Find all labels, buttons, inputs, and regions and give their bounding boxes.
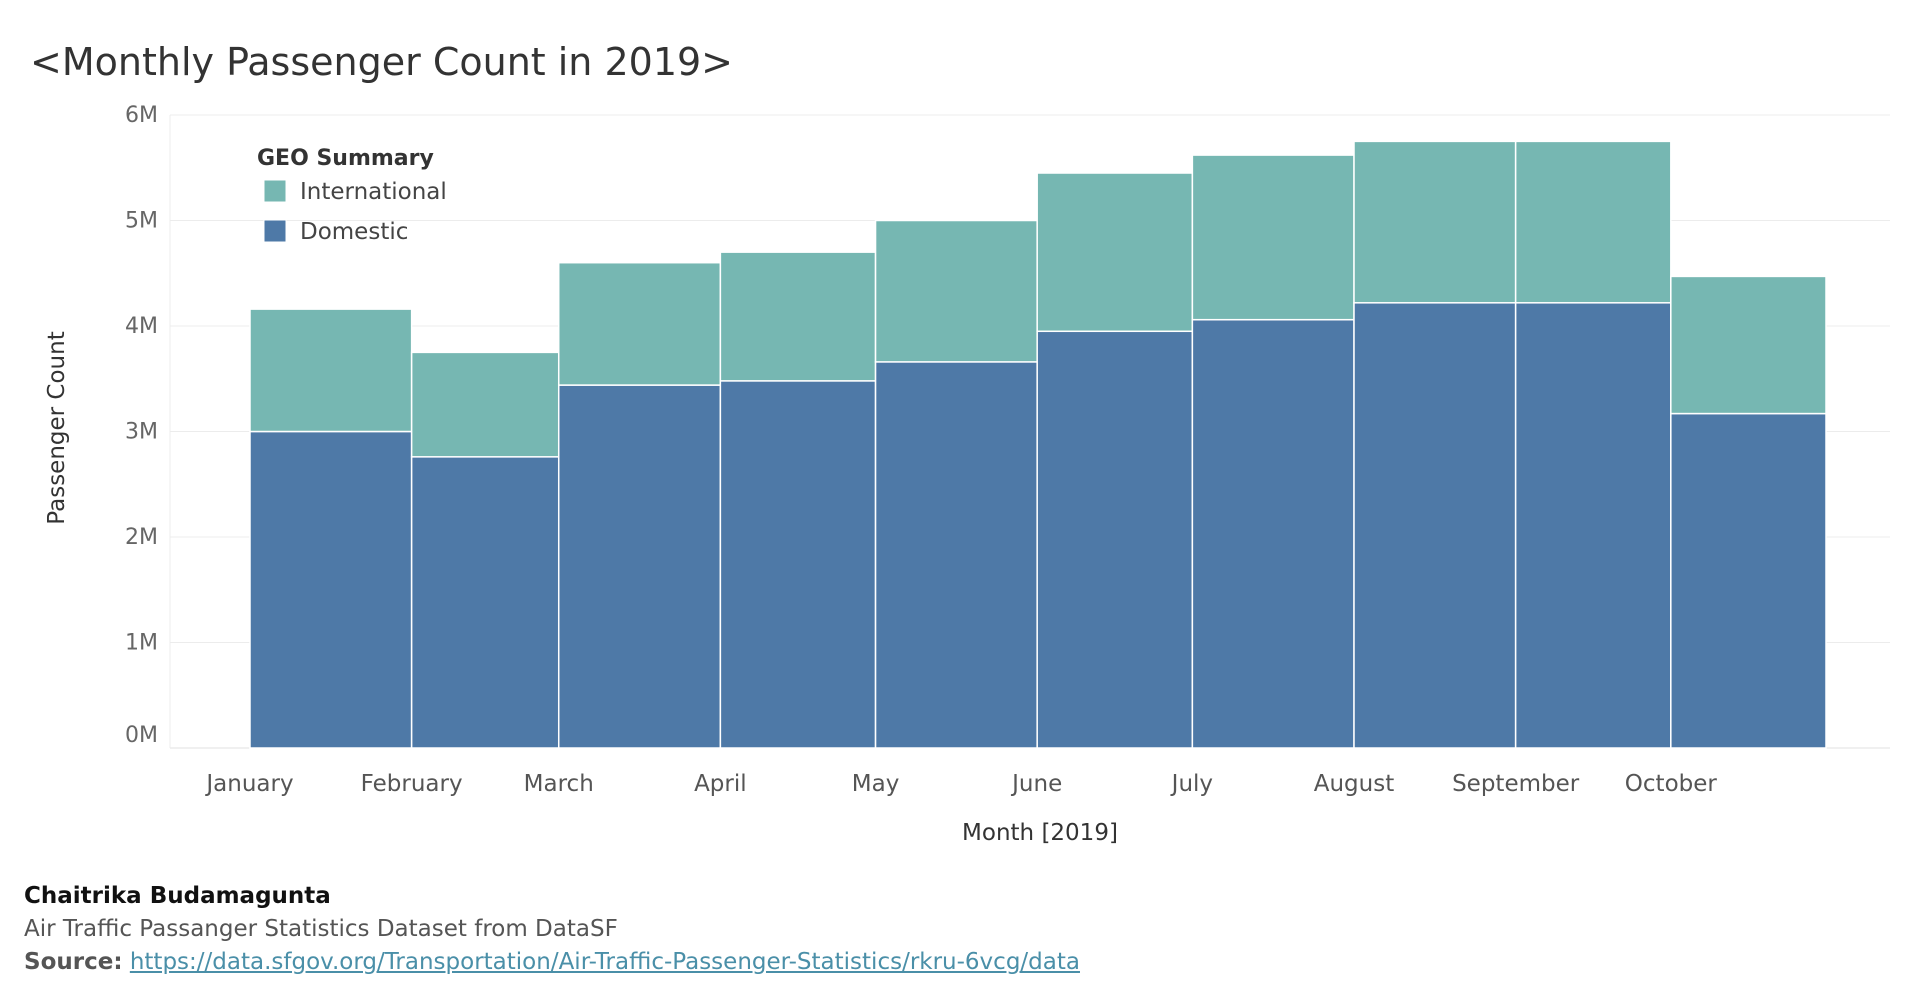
- footer: Chaitrika Budamagunta Air Traffic Passan…: [24, 880, 1080, 979]
- legend-title: GEO Summary: [257, 146, 434, 171]
- dataset-description: Air Traffic Passanger Statistics Dataset…: [24, 916, 618, 942]
- bar-international-april: [719, 251, 877, 382]
- bar-domestic-august: [1353, 302, 1517, 749]
- bar-international-february: [410, 351, 560, 458]
- y-tick-label: 6M: [125, 103, 158, 128]
- bar-domestic-july: [1191, 318, 1355, 749]
- x-tick-label: March: [524, 771, 594, 797]
- bar-domestic-september: [1514, 302, 1672, 749]
- bar-international-october: [1670, 275, 1827, 415]
- bar-international-july: [1191, 154, 1355, 321]
- bar-domestic-may: [874, 361, 1038, 749]
- x-tick-label: June: [1010, 771, 1062, 797]
- y-tick-label: 3M: [125, 420, 158, 445]
- y-tick-label: 2M: [125, 525, 158, 550]
- legend-label: International: [300, 179, 447, 205]
- x-tick-label: February: [361, 771, 463, 797]
- bar-domestic-january: [249, 430, 413, 749]
- legend-label: Domestic: [300, 219, 408, 245]
- legend-swatch: [263, 219, 287, 243]
- bar-international-january: [249, 308, 413, 433]
- x-axis-title: Month [2019]: [962, 820, 1118, 846]
- x-tick-label: October: [1625, 771, 1718, 797]
- y-tick-label: 1M: [125, 631, 158, 656]
- x-tick-label: September: [1452, 771, 1580, 797]
- y-axis-title: Passenger Count: [44, 331, 70, 524]
- x-tick-label: January: [204, 771, 293, 797]
- y-tick-label: 0M: [125, 723, 158, 748]
- bar-international-august: [1353, 140, 1517, 304]
- x-tick-label: July: [1170, 771, 1213, 797]
- bar-domestic-june: [1036, 330, 1194, 749]
- bar-international-may: [874, 219, 1038, 363]
- source-label: Source:: [24, 949, 123, 975]
- x-tick-label: August: [1314, 771, 1395, 797]
- bar-domestic-april: [719, 380, 877, 749]
- bar-international-june: [1036, 172, 1194, 333]
- source-line: Source: https://data.sfgov.org/Transport…: [24, 946, 1080, 979]
- chart-canvas: 0M 1M 2M 3M 4M 5M 6M January February March April M…: [44, 103, 1890, 846]
- bar-domestic-february: [410, 456, 560, 749]
- author-name: Chaitrika Budamagunta: [24, 883, 331, 909]
- x-tick-label: May: [852, 771, 900, 797]
- bar-international-september: [1514, 140, 1672, 304]
- chart-title: <Monthly Passenger Count in 2019>: [30, 40, 734, 84]
- bar-international-march: [557, 261, 722, 386]
- legend-swatch: [263, 179, 287, 203]
- bar-domestic-october: [1670, 412, 1827, 749]
- source-link[interactable]: https://data.sfgov.org/Transportation/Ai…: [129, 949, 1080, 975]
- y-tick-label: 5M: [125, 209, 158, 234]
- x-tick-label: April: [694, 771, 747, 797]
- bar-domestic-march: [557, 384, 722, 749]
- y-tick-label: 4M: [125, 314, 158, 339]
